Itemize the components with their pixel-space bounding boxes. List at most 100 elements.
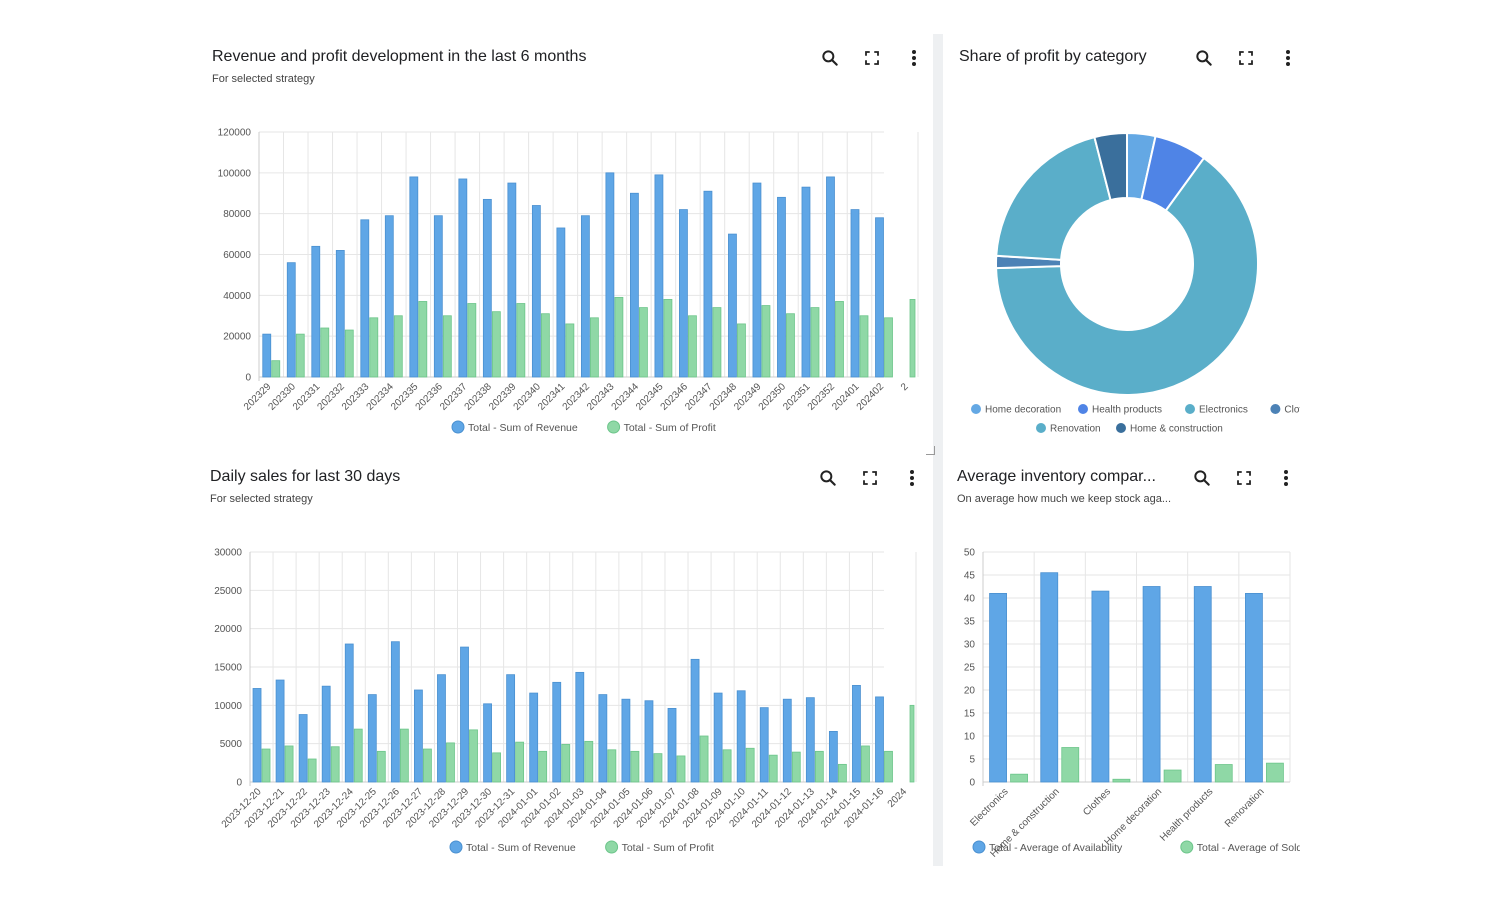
y-tick-label: 20000 <box>214 624 242 635</box>
bar-series-1 <box>458 178 468 378</box>
resize-handle[interactable] <box>926 446 935 455</box>
bar-series-1 <box>460 646 469 783</box>
y-tick-label: 80000 <box>223 209 251 220</box>
bar-series-2 <box>295 333 305 378</box>
bar-series-2 <box>859 315 869 378</box>
bar-series-2 <box>786 313 795 378</box>
bar-series-1 <box>713 692 723 783</box>
bar-series-2 <box>761 305 771 378</box>
panel-revenue-profit: Revenue and profit development in the la… <box>200 34 933 454</box>
bar-series-1 <box>801 186 811 378</box>
bar-series-1 <box>482 198 492 378</box>
more-vert-icon[interactable] <box>1267 45 1309 71</box>
y-tick-label: 0 <box>245 373 251 384</box>
search-icon[interactable] <box>1183 45 1225 71</box>
bar-series-2 <box>1214 764 1233 783</box>
bar-series-2 <box>712 307 722 378</box>
bar-series-1 <box>311 245 321 378</box>
bar-series-1 <box>1193 586 1212 783</box>
bar-series-1 <box>826 176 835 378</box>
bar-series-1 <box>828 730 838 783</box>
pie-slice <box>995 135 1112 261</box>
more-vert-icon[interactable] <box>891 465 933 491</box>
bar-series-2 <box>491 311 501 378</box>
y-tick-label: 25 <box>964 663 976 674</box>
legend-marker <box>605 840 619 854</box>
bar-series-2 <box>469 729 478 783</box>
bar-series-2 <box>565 323 575 378</box>
panel-avg-inventory: Average inventory compar... On average h… <box>943 454 1300 874</box>
fullscreen-icon[interactable] <box>1223 465 1265 491</box>
fullscreen-icon[interactable] <box>1225 45 1267 71</box>
bar-series-1 <box>654 174 664 378</box>
y-tick-label: 5 <box>969 755 975 766</box>
bar-series-2 <box>884 750 893 783</box>
search-icon[interactable] <box>809 45 851 71</box>
fullscreen-icon[interactable] <box>849 465 891 491</box>
bar-series-2 <box>791 751 801 783</box>
bar-series-2 <box>399 728 409 783</box>
bar-series-1 <box>575 671 585 783</box>
bar-series-1 <box>335 250 345 378</box>
bar-series-1 <box>850 209 860 378</box>
bar-series-2 <box>393 315 403 378</box>
bar-series-1 <box>529 692 539 783</box>
legend-marker <box>972 840 986 854</box>
bar-series-1 <box>875 217 884 378</box>
bar-series-2 <box>271 360 281 378</box>
legend-marker <box>607 420 621 434</box>
bar-series-1 <box>605 172 615 378</box>
bar-series-1 <box>752 182 762 378</box>
bar-series-2 <box>376 750 386 783</box>
search-icon[interactable] <box>807 465 849 491</box>
bar-series-2 <box>423 748 432 783</box>
bar-series-1 <box>506 674 516 783</box>
bar-series-1 <box>433 215 443 378</box>
bar-series-1 <box>552 681 562 783</box>
bar-series-1 <box>703 190 713 378</box>
bar-series-1 <box>437 674 446 783</box>
panel-title: Average inventory compar... <box>957 468 1156 485</box>
bar-series-2 <box>745 747 755 783</box>
legend-label: Total - Sum of Revenue <box>466 842 576 854</box>
bar-series-2 <box>492 752 501 783</box>
bar-series-2 <box>446 742 455 783</box>
panel-divider[interactable] <box>933 34 943 866</box>
legend-label: Home decoration <box>985 405 1061 416</box>
bar-series-2 <box>307 758 317 783</box>
bar-series-1 <box>1245 592 1263 783</box>
bar-series-1 <box>667 707 677 783</box>
bar-series-1 <box>782 698 792 783</box>
bar-series-1 <box>298 714 308 783</box>
chart-share-profit: Home decoration Health products Electronic… <box>971 131 1300 435</box>
bar-series-1 <box>384 215 394 378</box>
chart-daily-sales: 0500010000150002000025000300002023-12-20… <box>214 548 917 854</box>
bar-series-1 <box>262 333 272 378</box>
y-tick-label: 20 <box>964 686 976 697</box>
bar-series-1 <box>344 643 354 783</box>
legend-marker <box>1180 840 1194 854</box>
bar-series-2 <box>320 327 330 378</box>
legend-label: Total - Average of Sold quantity <box>1197 842 1300 854</box>
bar-series-1 <box>644 700 654 783</box>
y-tick-label: 25000 <box>214 586 242 597</box>
y-tick-label: 0 <box>236 778 242 789</box>
panel-title: Share of profit by category <box>959 48 1147 65</box>
bar-series-2 <box>540 313 550 378</box>
bar-series-2 <box>369 317 379 378</box>
search-icon[interactable] <box>1181 465 1223 491</box>
fullscreen-icon[interactable] <box>851 45 893 71</box>
more-vert-icon[interactable] <box>1265 465 1307 491</box>
bar-series-1 <box>736 690 746 783</box>
bar-series-1 <box>728 233 737 378</box>
legend-marker <box>1078 404 1088 414</box>
more-vert-icon[interactable] <box>893 45 935 71</box>
bar-series-2 <box>467 303 477 378</box>
bar-series-2 <box>589 317 599 378</box>
legend-label: Total - Sum of Profit <box>622 842 714 854</box>
bar-series-2 <box>561 744 571 783</box>
bar-series-2 <box>353 728 363 783</box>
bar-series-2 <box>909 704 915 783</box>
legend-label: Clothes <box>1284 405 1300 416</box>
